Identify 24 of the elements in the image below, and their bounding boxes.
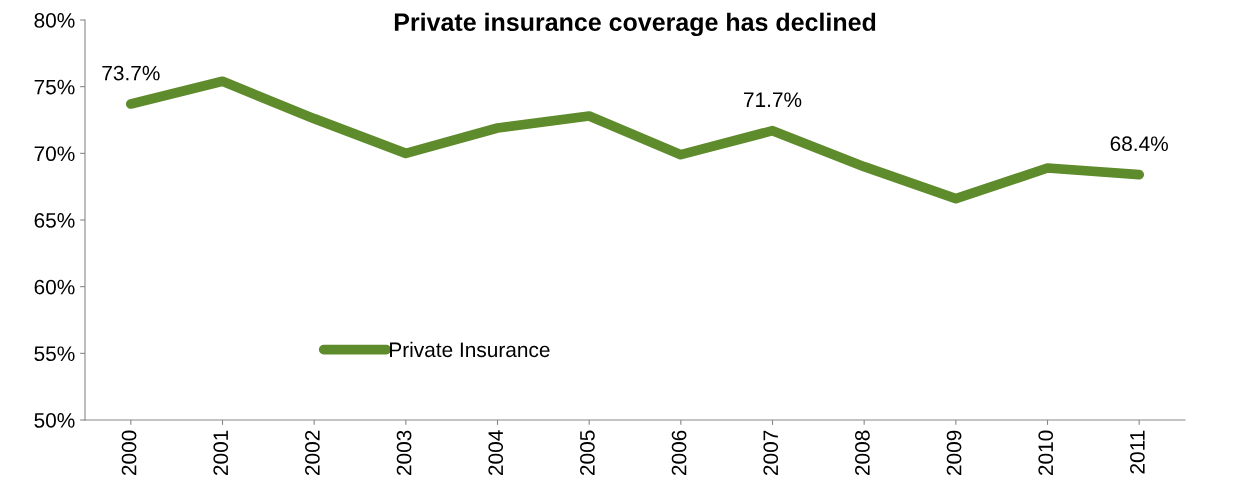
x-tick-label: 2010: [1038, 430, 1054, 476]
x-tick-label: 2009: [946, 430, 962, 476]
x-tick-label: 2007: [763, 430, 779, 476]
y-tick-label: 70%: [34, 146, 75, 162]
legend-label: Private Insurance: [390, 341, 550, 358]
x-tick-label: 2004: [488, 430, 504, 476]
y-tick-label: 50%: [34, 413, 75, 428]
y-tick-label: 60%: [34, 279, 75, 295]
y-tick-label: 55%: [34, 346, 75, 362]
x-tick-label: 2011: [1130, 430, 1145, 474]
y-tick-label: 75%: [34, 79, 75, 95]
data-label: 68.4%: [1110, 136, 1168, 152]
y-tick-label: 65%: [34, 213, 75, 228]
x-tick-label: 2006: [671, 430, 687, 476]
data-label: 71.7%: [744, 92, 802, 108]
x-tick-label: 2008: [855, 430, 870, 476]
x-tick-label: 2003: [396, 430, 412, 476]
chart-title: Private insurance coverage has declined: [394, 12, 876, 37]
y-tick-label: 80%: [34, 13, 75, 28]
x-tick-label: 2000: [121, 430, 137, 476]
data-label: 73.7%: [102, 65, 160, 81]
x-tick-label: 2001: [213, 430, 229, 476]
x-tick-label: 2002: [305, 430, 320, 476]
x-tick-label: 2005: [580, 430, 595, 476]
